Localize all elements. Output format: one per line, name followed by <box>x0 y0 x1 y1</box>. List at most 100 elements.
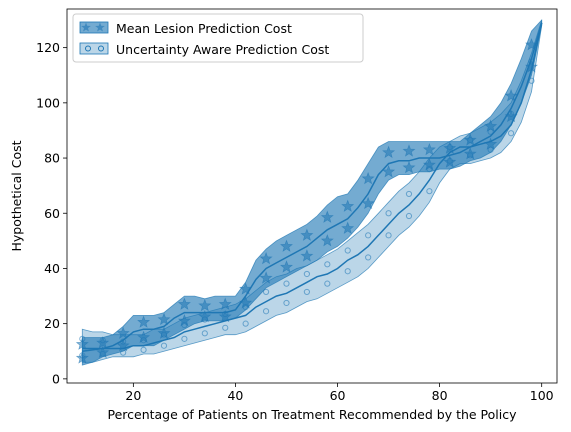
x-tick-label: 20 <box>125 388 141 403</box>
hatch-star <box>320 210 334 223</box>
hatch-star <box>402 160 416 174</box>
hatch-star <box>422 142 436 156</box>
hatch-circle <box>344 247 351 254</box>
hatch-star <box>218 297 232 310</box>
y-tick-label: 60 <box>44 206 60 221</box>
hatch-star <box>300 249 314 262</box>
hatch-star <box>116 338 130 352</box>
hatch-star <box>259 271 273 284</box>
legend-star <box>95 22 105 32</box>
x-axis-label: Percentage of Patients on Treatment Reco… <box>107 407 517 422</box>
legend-label-mean-lesion: Mean Lesion Prediction Cost <box>116 21 292 36</box>
hatch-circle <box>283 280 290 287</box>
hatch-circle <box>181 335 188 342</box>
hatch-star <box>382 164 396 178</box>
hatch-star <box>361 171 375 185</box>
hatch-star <box>341 221 355 234</box>
hatch-circle <box>324 280 331 287</box>
series-layer <box>75 18 543 366</box>
hatch-circle <box>262 288 270 296</box>
hatch-circle <box>262 308 270 315</box>
series-mean-lesion <box>75 18 543 366</box>
legend: Mean Lesion Prediction Cost Uncertainty … <box>72 13 364 63</box>
hatch-circle <box>365 232 372 239</box>
hatch-star <box>504 89 518 102</box>
hatch-star <box>463 133 477 146</box>
hatch-star <box>198 298 212 312</box>
legend-swatch-rect <box>79 42 109 55</box>
hatch-star <box>157 326 171 339</box>
hatch-star <box>75 337 89 350</box>
hatch-circle <box>385 232 392 239</box>
hatch-star <box>177 297 191 310</box>
hatch-star <box>463 147 477 160</box>
hatch-star <box>320 234 334 247</box>
hatch-star <box>259 251 273 265</box>
hatch-star <box>361 196 375 210</box>
legend-swatch-mean-lesion <box>79 21 109 34</box>
hatch-star <box>137 330 151 343</box>
hatch-circle <box>303 270 310 278</box>
hatch-star <box>280 239 293 252</box>
hatch-star <box>137 315 151 328</box>
y-tick-label: 0 <box>52 371 60 386</box>
hatch-star <box>239 282 253 295</box>
hatch-star <box>382 145 396 159</box>
hatch-circle <box>324 261 331 268</box>
legend-label-uncertainty-aware: Uncertainty Aware Prediction Cost <box>116 42 329 57</box>
hatch-circle <box>283 299 290 307</box>
hatch-star <box>484 137 498 150</box>
mean-line-mean-lesion <box>82 22 543 353</box>
hatch-circle <box>405 212 413 220</box>
hatch-circle <box>426 188 433 195</box>
y-axis: 0 20 40 60 80 100 120 <box>36 40 67 386</box>
hatch-star <box>96 345 110 359</box>
hatch-star <box>116 326 130 339</box>
y-tick-label: 20 <box>44 316 60 331</box>
y-tick-label: 100 <box>36 95 60 110</box>
y-tick-label: 80 <box>44 151 60 166</box>
y-tick-label: 120 <box>36 40 60 55</box>
legend-circle <box>98 45 104 52</box>
hatch-circle <box>507 130 515 137</box>
hatch-star <box>484 119 498 132</box>
y-tick-label: 40 <box>44 261 60 276</box>
hatch-circle <box>242 320 249 327</box>
hatch-circle <box>222 324 229 331</box>
hatch-circle <box>344 268 351 275</box>
hatch-star <box>300 228 314 241</box>
hatch-star <box>402 144 416 157</box>
legend-box <box>72 13 364 63</box>
legend-circle <box>85 45 91 52</box>
hatch-star <box>218 309 232 323</box>
hatch-circle <box>365 254 372 261</box>
legend-swatch-rect <box>79 21 109 34</box>
x-tick-label: 100 <box>530 388 554 403</box>
hatch-star <box>524 60 539 73</box>
legend-star <box>81 22 91 32</box>
hatch-star <box>177 314 191 327</box>
hatch-circle <box>405 190 413 198</box>
plot-frame <box>66 8 558 384</box>
hatch-circle <box>303 288 310 296</box>
x-tick-label: 60 <box>330 388 346 403</box>
hatch-circle <box>385 210 392 217</box>
hatch-star <box>443 141 457 154</box>
hatch-star <box>280 260 293 273</box>
hatch-star <box>75 351 89 364</box>
hatch-circle <box>201 330 208 337</box>
hatch-circle <box>160 342 168 349</box>
x-tick-label: 80 <box>432 388 448 403</box>
x-tick-label: 40 <box>227 388 243 403</box>
hatch-star <box>96 336 110 349</box>
y-axis-label: Hypothetical Cost <box>9 140 24 251</box>
x-axis: 20 40 60 80 100 <box>125 383 554 403</box>
hatch-star <box>157 312 171 326</box>
hatch-star <box>341 199 355 212</box>
legend-swatch-uncertainty-aware <box>79 42 109 55</box>
hatch-star <box>198 309 212 323</box>
hatch-star <box>422 158 436 171</box>
hatch-circle <box>140 346 147 353</box>
hatch-star <box>443 155 457 168</box>
